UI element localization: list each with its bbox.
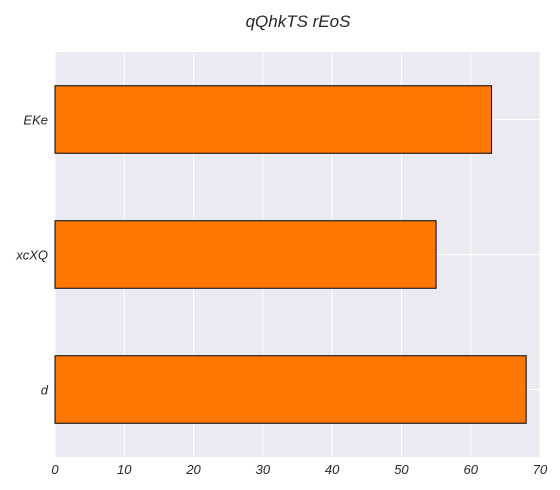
x-tick-label: 70 <box>533 462 548 477</box>
x-tick-label: 40 <box>325 462 340 477</box>
x-tick-label: 50 <box>394 462 409 477</box>
x-tick-label: 0 <box>51 462 59 477</box>
bars <box>54 85 527 424</box>
x-tick-label: 10 <box>117 462 132 477</box>
bar <box>54 220 437 289</box>
chart-title: qQhkTS rEoS <box>246 12 352 31</box>
x-axis-tick-labels: 0 10 20 30 40 50 60 70 <box>51 462 548 477</box>
x-tick-label: 30 <box>256 462 271 477</box>
bar <box>54 85 492 154</box>
bar <box>54 355 527 424</box>
y-tick-label: EKe <box>23 113 48 128</box>
x-tick-label: 60 <box>463 462 478 477</box>
x-tick-label: 20 <box>185 462 201 477</box>
y-tick-label: xcXQ <box>15 248 48 263</box>
y-axis-tick-labels: EKe xcXQ d <box>15 113 49 398</box>
y-tick-label: d <box>41 383 49 398</box>
